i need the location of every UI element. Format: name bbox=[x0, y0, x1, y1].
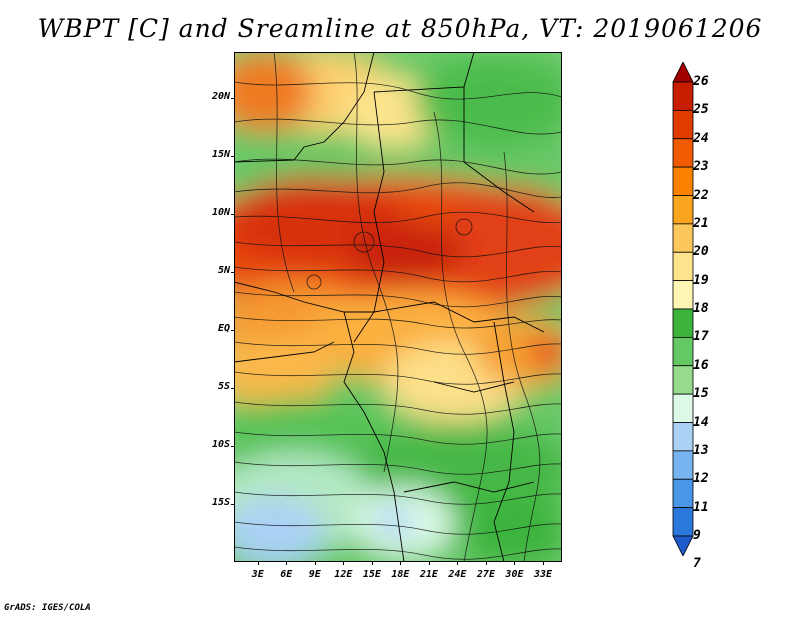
colorbar-swatch bbox=[672, 507, 694, 537]
lon-tick bbox=[314, 561, 316, 565]
lat-tick bbox=[231, 330, 235, 332]
colorbar-label: 24 bbox=[693, 130, 709, 146]
colorbar-label: 22 bbox=[693, 187, 709, 203]
lon-label: 18E bbox=[391, 569, 410, 580]
colorbar-label: 21 bbox=[693, 215, 709, 231]
lat-label: 20N bbox=[211, 91, 230, 103]
lon-tick bbox=[542, 561, 544, 565]
colorbar-label: 26 bbox=[693, 74, 709, 89]
colorbar-swatch bbox=[672, 422, 694, 452]
wbpt-field bbox=[234, 52, 562, 562]
lon-label: 24E bbox=[448, 569, 467, 580]
colorbar-swatch bbox=[672, 280, 694, 310]
colorbar-label: 19 bbox=[693, 272, 709, 288]
streamlines bbox=[234, 52, 562, 562]
colorbar-swatch bbox=[672, 251, 694, 282]
lat-label: 5S bbox=[217, 381, 230, 393]
colorbar-label: 16 bbox=[693, 357, 709, 373]
colorbar-swatch bbox=[672, 478, 694, 509]
lon-tick bbox=[257, 561, 259, 565]
lon-tick bbox=[343, 561, 345, 565]
lat-label: 5N bbox=[217, 265, 230, 277]
lon-tick bbox=[286, 561, 288, 565]
colorbar-swatch bbox=[672, 450, 694, 480]
colorbar-swatch bbox=[672, 223, 694, 253]
lon-label: 6E bbox=[280, 569, 293, 580]
lon-tick bbox=[457, 561, 459, 565]
footer-credit: GrADS: IGES/COLA bbox=[4, 603, 91, 613]
lon-tick bbox=[485, 561, 487, 565]
colorbar-swatch bbox=[672, 62, 694, 83]
lat-tick bbox=[231, 388, 235, 390]
lon-tick bbox=[514, 561, 516, 565]
country-borders bbox=[234, 52, 545, 562]
colorbar-label: 11 bbox=[693, 499, 709, 515]
colorbar-label: 23 bbox=[693, 159, 709, 175]
lat-tick bbox=[231, 504, 235, 506]
colorbar-label: 15 bbox=[693, 386, 709, 402]
lat-tick bbox=[231, 98, 235, 100]
lat-label: 15N bbox=[211, 149, 230, 161]
lon-label: 30E bbox=[505, 569, 524, 580]
colorbar-swatch bbox=[672, 535, 694, 556]
colorbar-swatch bbox=[672, 166, 694, 196]
colorbar-swatch bbox=[672, 393, 694, 423]
lat-tick bbox=[231, 214, 235, 216]
colorbar-label: 13 bbox=[693, 442, 709, 458]
lon-label: 33E bbox=[533, 569, 553, 580]
lat-label: EQ bbox=[217, 323, 230, 335]
colorbar-label: 17 bbox=[693, 329, 709, 345]
colorbar-label: 20 bbox=[693, 244, 709, 260]
lon-tick bbox=[371, 561, 373, 565]
lon-label: 12E bbox=[334, 569, 353, 580]
colorbar-swatch bbox=[672, 308, 694, 338]
colorbar-swatch bbox=[672, 109, 694, 140]
lon-label: 15E bbox=[362, 569, 381, 580]
map-panel bbox=[234, 52, 562, 562]
colorbar-swatch bbox=[672, 81, 694, 111]
lat-label: 15S bbox=[211, 497, 230, 509]
lon-label: 27E bbox=[476, 569, 495, 580]
chart-title: WBPT [C] and Sreamline at 850hPa, VT: 20… bbox=[37, 14, 763, 43]
colorbar-swatch bbox=[672, 195, 694, 225]
lon-label: 9E bbox=[308, 569, 321, 580]
lat-tick bbox=[231, 446, 235, 448]
colorbar-label: 12 bbox=[693, 471, 709, 487]
colorbar-swatch bbox=[672, 138, 694, 168]
lon-label: 3E bbox=[251, 569, 264, 580]
colorbar-label: 14 bbox=[693, 414, 709, 430]
lon-tick bbox=[428, 561, 430, 565]
lon-tick bbox=[400, 561, 402, 565]
lat-tick bbox=[231, 272, 235, 274]
lon-label: 21E bbox=[419, 569, 438, 580]
lat-tick bbox=[231, 156, 235, 158]
colorbar-swatch bbox=[672, 336, 694, 367]
colorbar-label: 25 bbox=[693, 102, 709, 118]
lat-label: 10N bbox=[211, 207, 230, 219]
lat-label: 10S bbox=[211, 439, 230, 451]
colorbar bbox=[672, 62, 694, 556]
colorbar-label: 7 bbox=[693, 556, 701, 572]
colorbar-label: 9 bbox=[693, 528, 701, 543]
colorbar-label: 18 bbox=[693, 301, 709, 316]
colorbar-swatch bbox=[672, 365, 694, 395]
